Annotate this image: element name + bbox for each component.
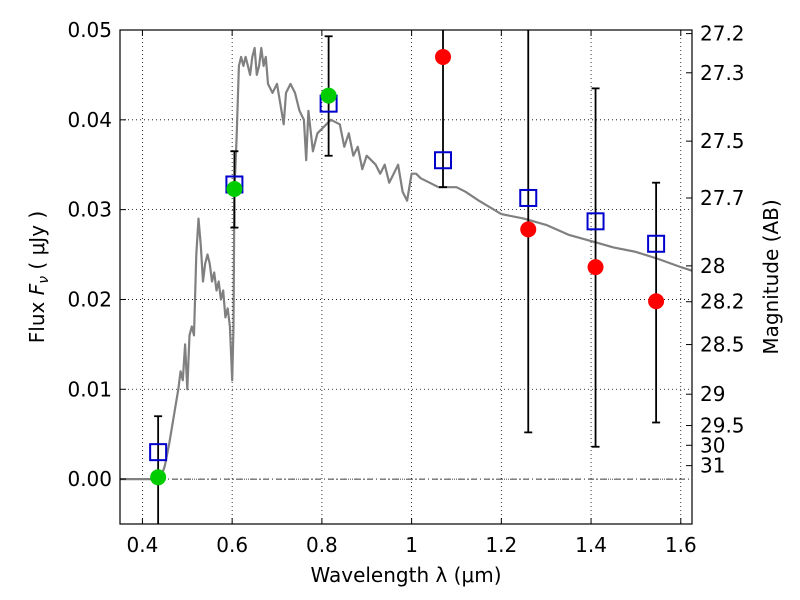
plot-frame <box>119 29 693 525</box>
x-tick-label: 1 <box>405 533 418 557</box>
y-tick-label: 0.03 <box>67 198 112 222</box>
x-tick-label: 1.2 <box>485 533 517 557</box>
model-flux-circle <box>648 293 665 310</box>
model-flux-circle <box>435 48 452 65</box>
grid-lines <box>120 29 692 524</box>
y-tick-label: 0.01 <box>67 377 112 401</box>
x-tick-label: 0.8 <box>306 533 338 557</box>
model-spectrum-layer <box>120 46 693 481</box>
model-flux-circle <box>520 221 537 238</box>
y-tick-label: 0.00 <box>67 467 112 491</box>
observed-flux-square <box>434 151 453 170</box>
mag-tick-label: 28 <box>700 254 725 278</box>
y-tick-label: 0.04 <box>67 108 112 132</box>
x-tick-label: 1.4 <box>575 533 607 557</box>
mag-tick-label: 29 <box>700 382 725 406</box>
axes: 0.4 0.6 0.8 1 1.2 1.4 1.6 0.00 0.01 0.02 0.03 0.04 0… <box>67 18 744 557</box>
x-tick-label: 0.4 <box>127 533 159 557</box>
model-flux-circle <box>320 87 337 104</box>
model-flux-circle <box>587 259 604 276</box>
mag-tick-label: 28.2 <box>700 290 745 314</box>
observed-flux-square <box>586 212 605 231</box>
y-axis-right-label: Magnitude (AB) <box>759 199 783 354</box>
model-flux-circle <box>150 469 167 486</box>
mag-tick-label: 31 <box>700 454 725 478</box>
mag-tick-label: 27.5 <box>700 129 745 153</box>
errorbar-layer <box>154 30 661 524</box>
mag-tick-label: 28.5 <box>700 333 745 357</box>
mag-tick-label: 27.2 <box>700 22 745 46</box>
mag-tick-label: 29.5 <box>700 414 745 438</box>
y-tick-label: 0.05 <box>67 18 112 42</box>
model-spectrum-line <box>120 46 693 481</box>
x-tick-label: 1.6 <box>665 533 697 557</box>
y-tick-label: 0.02 <box>67 287 112 311</box>
y-axis-label: Flux Fν ( μJy ) <box>25 211 52 343</box>
observed-flux-square <box>519 188 538 207</box>
x-tick-label: 0.6 <box>216 533 248 557</box>
model-flux-circle <box>226 180 243 197</box>
marker-layer <box>149 48 666 486</box>
observed-flux-square <box>149 443 168 462</box>
mag-tick-label: 30 <box>700 433 725 457</box>
mag-tick-label: 27.7 <box>700 186 745 210</box>
observed-flux-square <box>647 234 666 253</box>
x-axis-label: Wavelength λ (μm) <box>310 563 501 587</box>
mag-tick-label: 27.3 <box>700 61 745 85</box>
